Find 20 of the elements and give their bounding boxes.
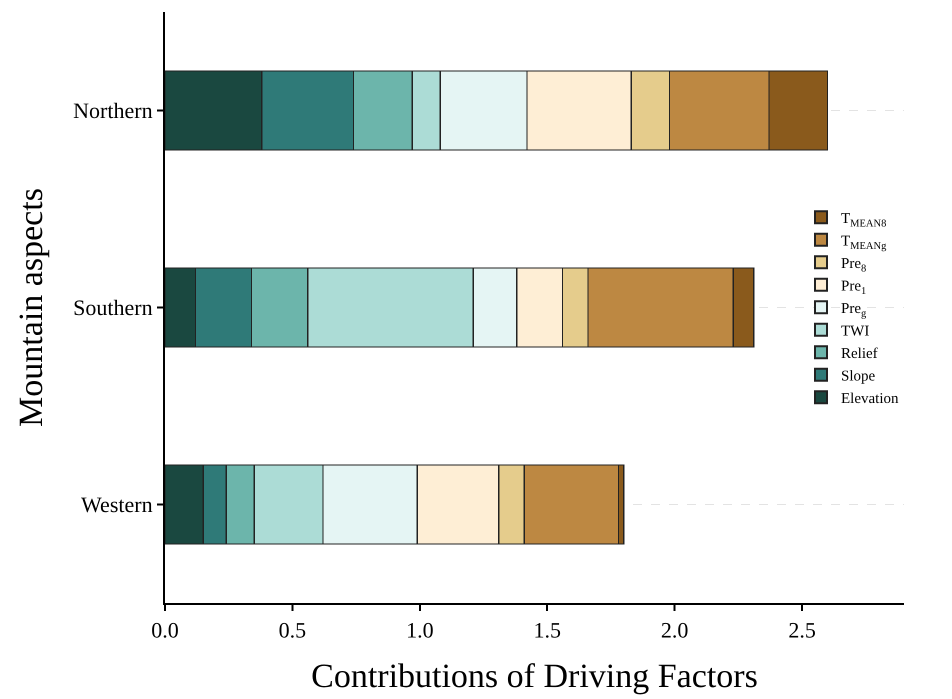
legend-label: T$_{MEAN8}$ bbox=[841, 211, 886, 230]
legend-label: Pre$_{8}$ bbox=[841, 256, 866, 274]
legend-label: Slope bbox=[841, 368, 876, 385]
legend-label: Relief bbox=[841, 346, 878, 362]
x-axis-title: Contributions of Driving Factors bbox=[311, 658, 758, 696]
legend-label: TWI bbox=[841, 324, 870, 340]
y-tick-label: Western bbox=[81, 492, 153, 518]
legend-label: T$_{MEANg}$ bbox=[841, 234, 888, 252]
y-tick-label: Northern bbox=[73, 98, 153, 124]
y-axis-title: Mountain aspects bbox=[13, 188, 50, 427]
x-tick-label: 2.0 bbox=[660, 617, 688, 642]
legend-label: Pre$_{1}$ bbox=[841, 278, 866, 297]
legend-label: Elevation bbox=[841, 391, 899, 408]
y-tick-label: Southern bbox=[73, 295, 153, 320]
x-tick-label: 0.0 bbox=[151, 617, 179, 642]
x-tick-label: 1.0 bbox=[406, 617, 434, 642]
x-tick-label: 1.5 bbox=[533, 617, 561, 642]
legend-label: Pre$_{g}$ bbox=[841, 301, 867, 320]
x-tick-label: 2.5 bbox=[788, 617, 816, 642]
x-tick-label: 0.5 bbox=[278, 617, 306, 642]
